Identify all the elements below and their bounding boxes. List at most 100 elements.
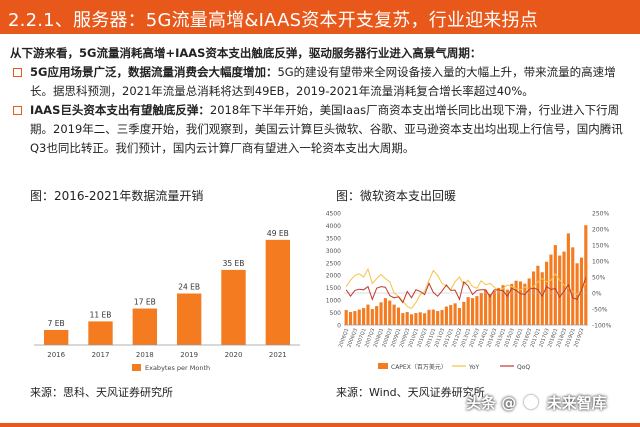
capex-bar (409, 314, 414, 325)
capex-bar (584, 225, 588, 325)
capex-bar (470, 298, 475, 325)
bar (132, 308, 158, 345)
page-title: 2.2.1、服务器：5G流量高增&IAAS资本开支复苏，行业迎来拐点 (8, 10, 538, 31)
y-tick-label: 2500 (326, 260, 341, 267)
capex-bar (375, 306, 379, 325)
capex-bar (457, 308, 462, 325)
bullet-lead: IAAS巨头资本支出有望触底反弹： (30, 103, 210, 117)
y-tick-label: 2000 (326, 273, 341, 280)
x-tick-label: 2017 (92, 351, 110, 359)
capex-bar (527, 278, 531, 325)
right-figure-title: 图：微软资本支出回暖 (336, 189, 457, 203)
capex-bar (423, 313, 427, 325)
capex-bar (462, 301, 466, 325)
header-bar (0, 0, 640, 34)
capex-bar (383, 298, 387, 325)
x-tick-label: 2020 (225, 351, 243, 359)
capex-bar (449, 305, 453, 325)
y-tick-label: 4500 (326, 211, 341, 218)
capex-bar (466, 297, 470, 325)
y2-tick-label: 150% (592, 243, 609, 250)
legend-swatch-capex (378, 363, 388, 369)
watermark: 头条 @ 未来智库 (466, 392, 607, 413)
y-tick-label: 4000 (326, 223, 341, 230)
legend-swatch (132, 364, 141, 371)
intro-paragraph: 从下游来看，5G流量消耗高增+IAAS资本支出触底反弹，驱动服务器行业进入高景气… (10, 46, 482, 60)
footer-strip (0, 423, 640, 427)
y2-tick-label: 250% (592, 211, 609, 218)
bar (88, 321, 113, 345)
qoq-line (345, 277, 587, 304)
x-tick-label: 2016 (47, 351, 65, 359)
capex-bar (431, 309, 435, 325)
capex-bar (518, 281, 523, 325)
capex-bar (571, 247, 575, 325)
capex-bar (444, 306, 448, 325)
capex-bar (379, 302, 383, 325)
capex-bar (396, 307, 401, 325)
capex-bar (501, 285, 505, 325)
legend-label: YoY (468, 364, 480, 371)
y-tick-label: 0 (337, 323, 341, 330)
square-bullet-icon (13, 106, 22, 115)
capex-bar (366, 304, 370, 325)
traffic-bar-chart: 7 EB 2016 11 EB 2017 17 EB 2018 24 EB 2019 35 EB… (34, 229, 300, 372)
data-label: 11 EB (90, 310, 112, 319)
x-tick-label: 2021 (269, 351, 287, 359)
capex-bar (344, 310, 348, 325)
y-tick-label: 500 (330, 310, 342, 317)
capex-bar (414, 313, 418, 325)
capex-bar (427, 309, 431, 325)
watermark-brand: 未来智库 (546, 394, 607, 412)
bar (43, 329, 69, 345)
x-tick-label: 2018 (136, 351, 154, 359)
yoy-line (345, 267, 587, 310)
capex-bar (348, 312, 353, 325)
data-label: 49 EB (267, 229, 289, 238)
x-tick-label: 2019 (180, 351, 198, 359)
data-label: 35 EB (223, 259, 245, 268)
capex-bar (370, 309, 374, 325)
capex-bar (545, 261, 549, 325)
body-text: 从下游来看，5G流量消耗高增+IAAS资本支出触底反弹，驱动服务器行业进入高景气… (10, 44, 632, 158)
y2-tick-label: 200% (592, 227, 609, 234)
y2-tick-label: 100% (592, 259, 609, 266)
square-bullet-icon (13, 68, 22, 77)
bar (221, 269, 246, 345)
bar (265, 239, 291, 345)
left-figure-source: 来源：思科、天风证券研究所 (30, 386, 173, 399)
data-label: 24 EB (178, 283, 200, 292)
watermark-at: @ (501, 394, 517, 412)
capex-combo-chart: 0 500 1000 1500 2000 2500 3000 3500 4000 4500 -100… (326, 211, 612, 372)
capex-bar (436, 311, 440, 325)
capex-bar (566, 233, 570, 325)
y-tick-label: 3500 (326, 235, 341, 242)
capex-bar (523, 283, 527, 325)
legend-label: Exabytes per Month (145, 364, 210, 372)
left-figure-title: 图：2016-2021年数据流量开销 (30, 189, 204, 203)
y-tick-label: 3000 (326, 248, 341, 255)
capex-bar (514, 280, 518, 325)
capex-bar (540, 272, 544, 325)
capex-bar (401, 313, 405, 325)
capex-bar (440, 310, 444, 325)
legend-label: CAPEX（百万美元） (391, 363, 447, 371)
bar (176, 293, 202, 345)
capex-bar (497, 287, 501, 325)
capex-bar (492, 290, 496, 325)
capex-bar (505, 289, 509, 325)
y2-tick-label: -100% (592, 323, 612, 330)
bullet-text: 2018年下半年开始，美国Iaas厂商资本支出增长同比出现下滑，行业进入下行周期… (30, 103, 623, 155)
capex-bar (531, 271, 536, 325)
y-tick-label: 1000 (326, 298, 341, 305)
y2-tick-label: 50% (592, 275, 606, 282)
capex-bar (405, 312, 409, 325)
capex-bar (388, 300, 392, 325)
capex-bar (475, 296, 479, 325)
capex-bar (453, 303, 457, 325)
capex-bar (553, 245, 557, 325)
legend-label: QoQ (517, 364, 530, 371)
bullet-text: 5G的建设有望带来全网设备接入量的大幅上升，带来流量的高速增长。据思科预测，20… (30, 65, 616, 98)
capex-bar (510, 283, 514, 325)
y2-tick-label: 0% (592, 291, 602, 298)
